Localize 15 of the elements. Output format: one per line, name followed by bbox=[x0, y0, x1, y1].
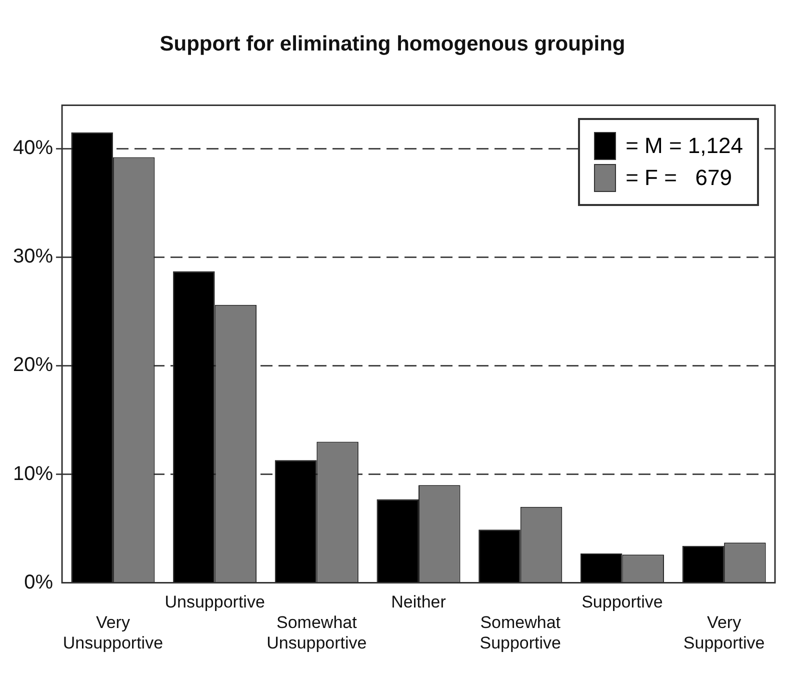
x-tick-label: Very Supportive bbox=[683, 613, 765, 652]
x-tick-label: Very Unsupportive bbox=[62, 613, 164, 652]
y-tick-label: 20% bbox=[13, 354, 54, 376]
x-tick-label: Supportive bbox=[582, 592, 663, 612]
x-tick-label: Neither bbox=[391, 592, 446, 612]
x-tick-label: Unsupportive bbox=[164, 592, 265, 612]
x-tick-label: Somewhat Unsupportive bbox=[266, 613, 367, 652]
legend-label: = M = 1,124 bbox=[626, 133, 743, 159]
legend-label: = F = 679 bbox=[626, 165, 732, 191]
y-tick-label: 30% bbox=[13, 246, 54, 268]
y-tick-label: 0% bbox=[24, 571, 54, 594]
y-tick-label: 40% bbox=[13, 137, 54, 160]
chart-title: Support for eliminating homogenous grouping bbox=[160, 32, 626, 56]
x-tick-label: Somewhat Supportive bbox=[480, 613, 562, 652]
y-tick-label: 10% bbox=[13, 462, 54, 485]
